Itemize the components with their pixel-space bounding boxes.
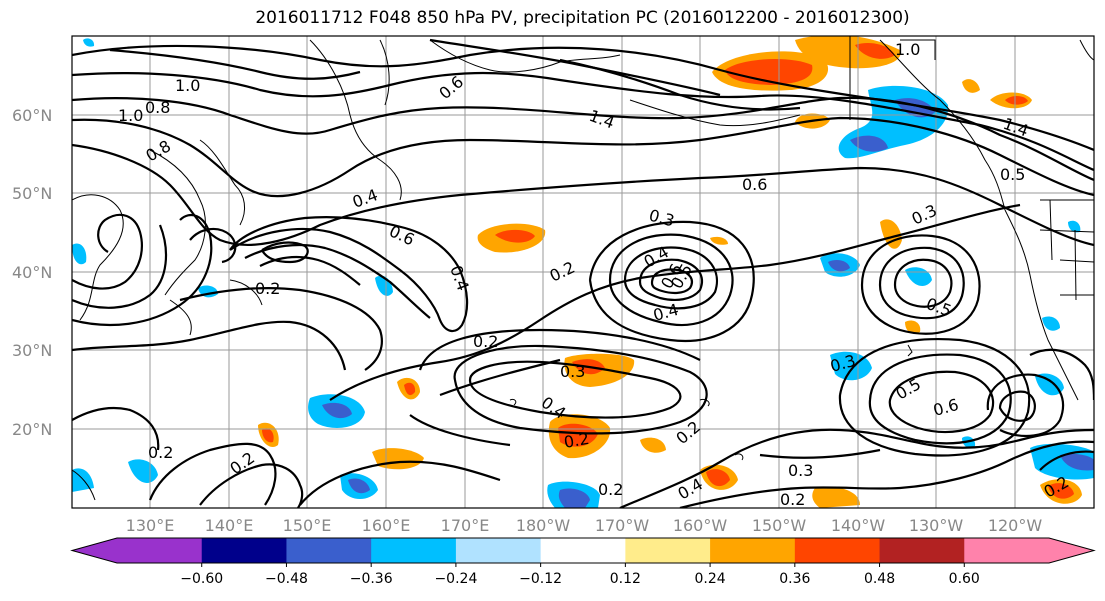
lat-label-50n: 50°N [12, 184, 52, 203]
plot-area: 1.0 0.8 1.0 0.8 0.6 1.4 0.4 0.6 0.4 0.6 … [72, 36, 1094, 509]
colorbar-tick-label: −0.60 [180, 571, 223, 587]
contour-label: 0.2 [255, 279, 280, 298]
colorbar-tick-label: −0.12 [519, 571, 562, 587]
colorbar-tick-label: 0.48 [864, 571, 895, 587]
contour-label: 0.2 [780, 490, 805, 509]
lat-label-30n: 30°N [12, 341, 52, 360]
plot-frame [71, 35, 1095, 509]
colorbar-segment [117, 538, 203, 563]
contour-label: 0.3 [788, 461, 813, 480]
contour-label: 1.0 [118, 106, 143, 125]
colorbar-tick-label: 0.12 [610, 571, 641, 587]
contour-label: 0.6 [742, 175, 767, 194]
longitude-labels: 130°E 140°E 150°E 160°E 170°E 180°W 170°… [126, 516, 1043, 535]
contour-label: 0.5 [1000, 165, 1025, 184]
contour-label: 0.3 [560, 362, 585, 381]
contour-label: 1.0 [175, 76, 200, 95]
lon-label: 170°E [441, 516, 490, 535]
lon-label: 160°W [673, 516, 728, 535]
contour-label: 0.2 [148, 443, 173, 462]
lon-label: 170°W [595, 516, 650, 535]
lon-label: 140°E [205, 516, 254, 535]
colorbar-tick-label: 0.36 [779, 571, 810, 587]
colorbar-segment [455, 538, 542, 563]
colorbar-segment [625, 538, 711, 563]
lon-label: 120°W [988, 516, 1043, 535]
lon-label: 130°W [909, 516, 964, 535]
pv-contours [72, 38, 1094, 508]
contour-label: 0.2 [562, 429, 590, 452]
colorbar-tick-label: −0.48 [265, 571, 308, 587]
latitude-labels: 60°N 50°N 40°N 30°N 20°N [12, 106, 52, 439]
colorbar-tick-label: 0.24 [695, 571, 726, 587]
colorbar-tick-label: 0.60 [949, 571, 980, 587]
contour-label: 0.2 [598, 480, 623, 499]
lon-label: 180°W [516, 516, 571, 535]
lat-label-60n: 60°N [12, 106, 52, 125]
lon-label: 160°E [362, 516, 411, 535]
contour-label: 1.0 [895, 40, 920, 59]
colorbar: −0.60 −0.48 −0.36 −0.24 −0.12 0.12 0.24 0.36 0.4… [70, 537, 1096, 587]
colorbar-segment [371, 538, 457, 563]
lon-label: 130°E [126, 516, 175, 535]
colorbar-segment [710, 538, 796, 563]
map-title: 2016011712 F048 850 hPa PV, precipitatio… [255, 8, 910, 28]
lat-label-20n: 20°N [12, 420, 52, 439]
contour-label: 0.2 [473, 332, 498, 351]
colorbar-tick-label: −0.36 [350, 571, 393, 587]
lon-label: 150°W [752, 516, 807, 535]
colorbar-segment [964, 538, 1050, 563]
colorbar-extend-min [72, 538, 117, 563]
colorbar-extend-max [1049, 538, 1094, 563]
precip-positive-shading [258, 36, 1082, 508]
colorbar-tick-label: −0.24 [434, 571, 477, 587]
contour-label: 0.8 [145, 98, 170, 117]
colorbar-segment [879, 538, 965, 563]
colorbar-segment [201, 538, 287, 563]
lat-label-40n: 40°N [12, 263, 52, 282]
colorbar-segment [286, 538, 372, 563]
colorbar-outline [70, 537, 1096, 564]
colorbar-segment [540, 538, 626, 563]
lon-label: 140°W [831, 516, 886, 535]
lon-label: 150°E [283, 516, 332, 535]
colorbar-segment [794, 538, 881, 563]
